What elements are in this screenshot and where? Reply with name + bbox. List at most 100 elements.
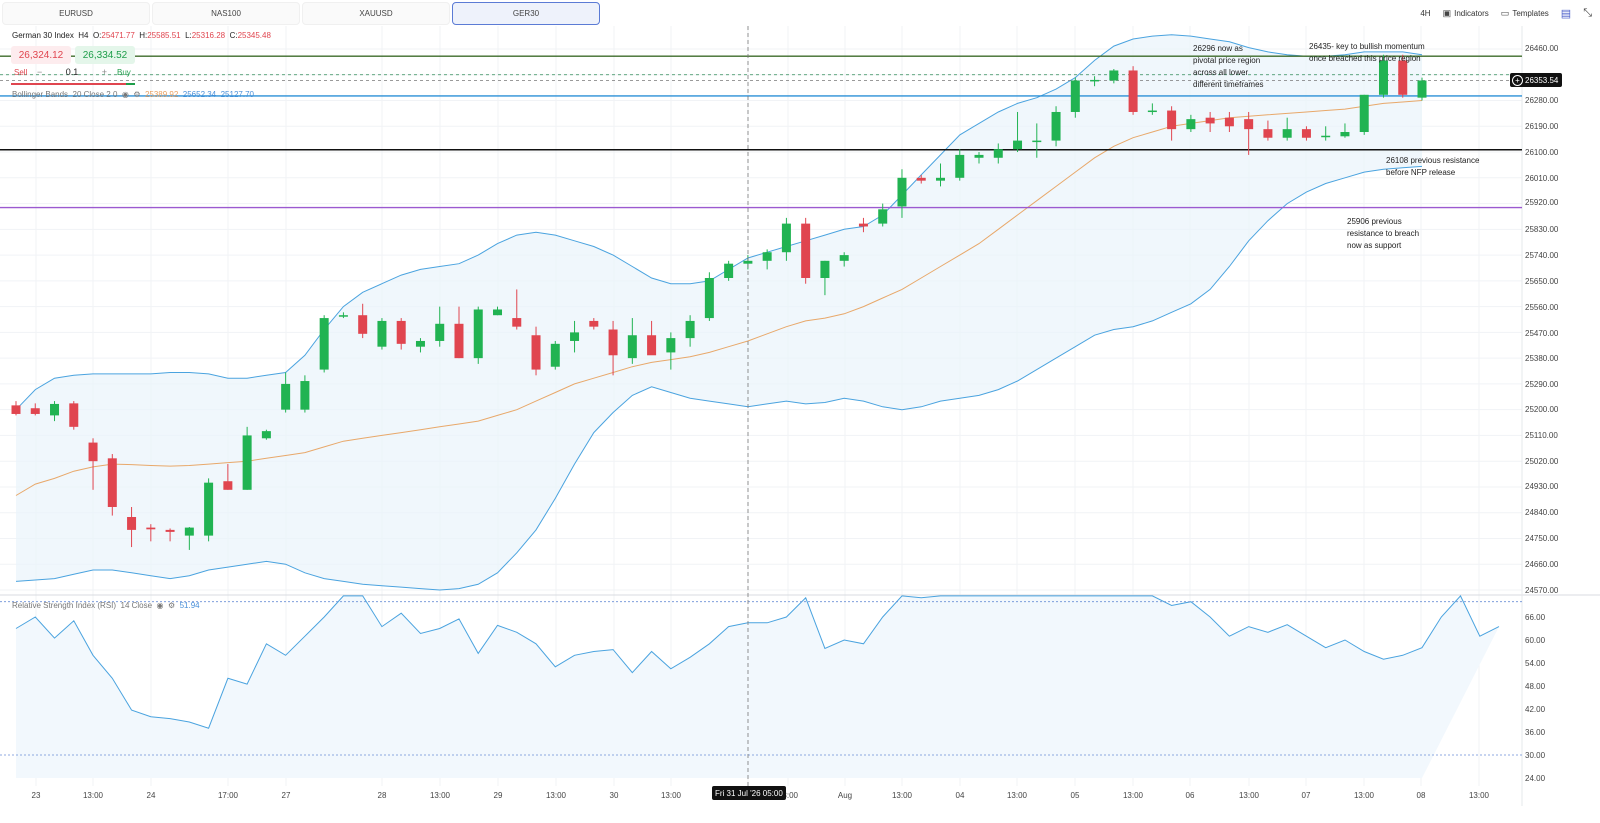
templates-label: Templates — [1512, 8, 1549, 18]
price-tick: 25020.00 — [1525, 457, 1559, 466]
time-tick: 24 — [146, 791, 156, 800]
price-tick: 24570.00 — [1525, 586, 1559, 595]
rsi-tick: 48.00 — [1525, 682, 1546, 691]
candle-body — [512, 318, 522, 327]
rsi-tick: 36.00 — [1525, 728, 1546, 737]
annotation-line: 25906 previous — [1347, 217, 1402, 226]
candle-body — [319, 318, 329, 370]
camera-button[interactable]: ▤ — [1561, 7, 1571, 20]
candle-body — [916, 177, 926, 181]
candle-body — [358, 315, 368, 334]
current-price-tag[interactable]: + 26353.54 — [1510, 73, 1562, 87]
tab-xauusd[interactable]: XAUUSD — [302, 2, 450, 25]
time-tick: 13:00 — [1006, 791, 1028, 800]
indicators-label: Indicators — [1454, 8, 1489, 18]
quantity-stepper[interactable]: − 0.1 + — [37, 67, 107, 77]
candle-body — [627, 335, 637, 359]
rsi-value: 51.94 — [179, 601, 200, 610]
low-value: 25316.28 — [191, 31, 226, 40]
annotation-26108[interactable]: 26108 previous resistance before NFP rel… — [1386, 155, 1511, 179]
annotation-26435[interactable]: 26435- key to bullish momentum once brea… — [1309, 41, 1479, 65]
candle-body — [1109, 70, 1119, 81]
rsi-line — [15, 595, 1500, 729]
bollinger-lower-value: 25127.70 — [220, 90, 254, 99]
rsi-legend[interactable]: Relative Strength Index (RSI) 14 Close ◉… — [12, 601, 200, 610]
add-alert-icon[interactable]: + — [1512, 74, 1523, 86]
quantity-value[interactable]: 0.1 — [65, 67, 79, 77]
candle-body — [878, 209, 888, 224]
templates-icon: ▭ — [1500, 7, 1510, 18]
time-tick: 05 — [1070, 791, 1080, 800]
sell-price-button[interactable]: 26,324.12 — [11, 46, 71, 64]
sell-button[interactable]: Sell — [14, 68, 28, 77]
buy-price-button[interactable]: 26,334.52 — [75, 46, 135, 64]
candle-body — [724, 263, 734, 278]
timeframe-button[interactable]: 4H — [1420, 8, 1431, 18]
candle-body — [50, 403, 60, 416]
candle-body — [955, 154, 965, 178]
settings-icon[interactable]: ⚙ — [133, 90, 141, 99]
annotation-line: 26108 previous resistance — [1386, 156, 1480, 165]
open-label: O: — [92, 31, 102, 40]
indicators-icon: ▣ — [1442, 7, 1452, 18]
minus-icon[interactable]: − — [37, 67, 43, 77]
indicators-button[interactable]: ▣ Indicators — [1443, 8, 1489, 19]
bollinger-name: Bollinger Bands — [12, 90, 69, 99]
rsi-eye-icon[interactable]: ◉ — [156, 601, 164, 610]
candle-body — [1128, 70, 1138, 112]
time-tick: 29 — [493, 791, 503, 800]
candle-body — [993, 149, 1003, 158]
time-tick: 13:00 — [1353, 791, 1375, 800]
candle-body — [570, 332, 580, 341]
high-label: H: — [139, 31, 148, 40]
interval-label: H4 — [78, 31, 89, 40]
candle-body — [1282, 129, 1292, 138]
crosshair-time-label: Fri 31 Jul '26 05:00 — [712, 786, 786, 800]
price-tick: 25110.00 — [1525, 431, 1558, 440]
time-tick: 13:00 — [1238, 791, 1260, 800]
time-tick: 13:00 — [429, 791, 451, 800]
candle-body — [1070, 80, 1080, 112]
templates-button[interactable]: ▭ Templates — [1501, 8, 1549, 19]
time-tick: 07 — [1301, 791, 1311, 800]
candle-body — [1051, 111, 1061, 141]
price-tick: 24840.00 — [1525, 508, 1559, 517]
candle-body — [204, 482, 214, 536]
candle-body — [1359, 94, 1369, 133]
time-tick: 23 — [31, 791, 41, 800]
candle-body — [704, 277, 714, 319]
bollinger-lower-line — [15, 165, 1423, 591]
high-value: 25585.51 — [147, 31, 181, 40]
rsi-settings-icon[interactable]: ⚙ — [167, 601, 176, 610]
open-value: 25471.77 — [101, 31, 135, 40]
candle-body — [820, 260, 830, 278]
eye-icon[interactable]: ◉ — [121, 90, 129, 99]
candle-body — [1263, 129, 1273, 138]
candle-body — [531, 335, 541, 370]
candle-body — [743, 260, 753, 264]
candle-body — [935, 177, 945, 181]
candle-body — [1167, 110, 1177, 130]
plus-icon[interactable]: + — [101, 67, 107, 77]
tab-ger30[interactable]: GER30 — [452, 2, 600, 25]
tab-eurusd[interactable]: EURUSD — [2, 2, 150, 25]
candle-body — [1321, 135, 1331, 138]
annotation-25906[interactable]: 25906 previous resistance to breach now … — [1347, 216, 1472, 252]
price-chart[interactable] — [0, 26, 1600, 806]
tab-nas100[interactable]: NAS100 — [152, 2, 300, 25]
bollinger-legend[interactable]: Bollinger Bands 20 Close 2 0 ◉ ⚙ 25389.9… — [12, 90, 254, 99]
price-tick: 26100.00 — [1525, 148, 1559, 157]
candle-body — [281, 383, 291, 410]
annotation-line: 26435- key to bullish momentum — [1309, 42, 1425, 51]
buy-button[interactable]: Buy — [117, 68, 131, 77]
fullscreen-button[interactable]: ⤡ — [1583, 7, 1592, 20]
candle-body — [165, 529, 175, 532]
rsi-tick: 30.00 — [1525, 751, 1546, 760]
time-tick: Aug — [837, 791, 853, 800]
candle-body — [589, 320, 599, 327]
low-label: L: — [185, 31, 192, 40]
time-tick: 13:00 — [1122, 791, 1144, 800]
candle-body — [69, 403, 79, 427]
annotation-26296[interactable]: 26296 now as pivotal price region across… — [1193, 43, 1318, 91]
buy-underline — [126, 83, 135, 85]
